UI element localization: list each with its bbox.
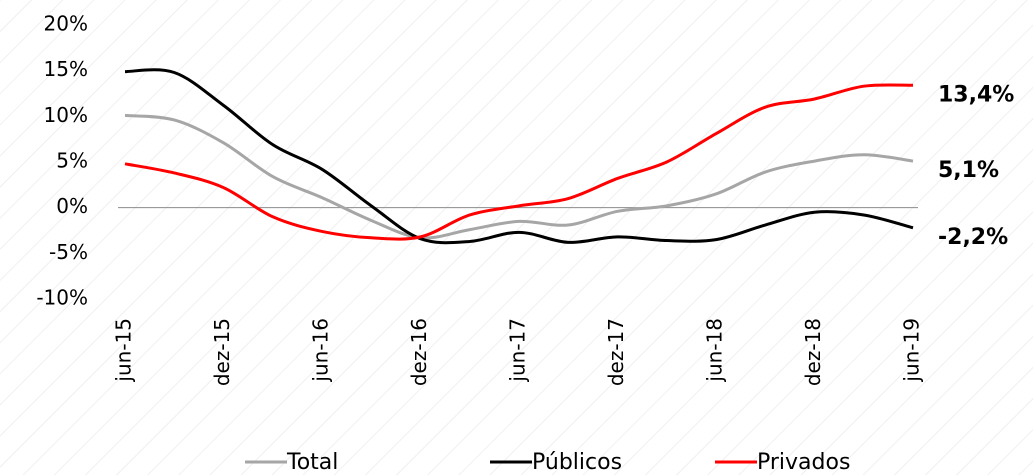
y-tick-label: 20% [44,12,88,36]
x-tick-label: jun-15 [112,318,136,383]
x-tick-label: dez-15 [210,318,234,386]
x-tick-label: dez-16 [407,318,431,386]
x-tick-label: jun-18 [703,318,727,383]
y-tick-label: -5% [49,240,88,264]
x-tick-label: jun-17 [506,318,530,383]
x-tick-label: jun-19 [900,318,924,383]
y-tick-label: 15% [44,57,88,81]
legend-label: Públicos [532,450,622,475]
end-label: -2,2% [938,225,1008,250]
line [124,83,914,241]
line [124,68,914,245]
y-tick-label: 10% [44,103,88,127]
legend-label: Total [286,450,338,475]
end-label: 5,1% [938,158,999,183]
y-tick-label: 0% [56,194,88,218]
y-tick-label: -10% [36,286,88,310]
y-tick-label: 5% [56,149,88,173]
legend-label: Privados [757,450,850,475]
line [124,113,914,240]
x-tick-label: jun-16 [309,318,333,383]
x-tick-label: dez-18 [801,318,825,386]
x-tick-label: dez-17 [604,318,628,386]
end-label: 13,4% [938,82,1014,107]
